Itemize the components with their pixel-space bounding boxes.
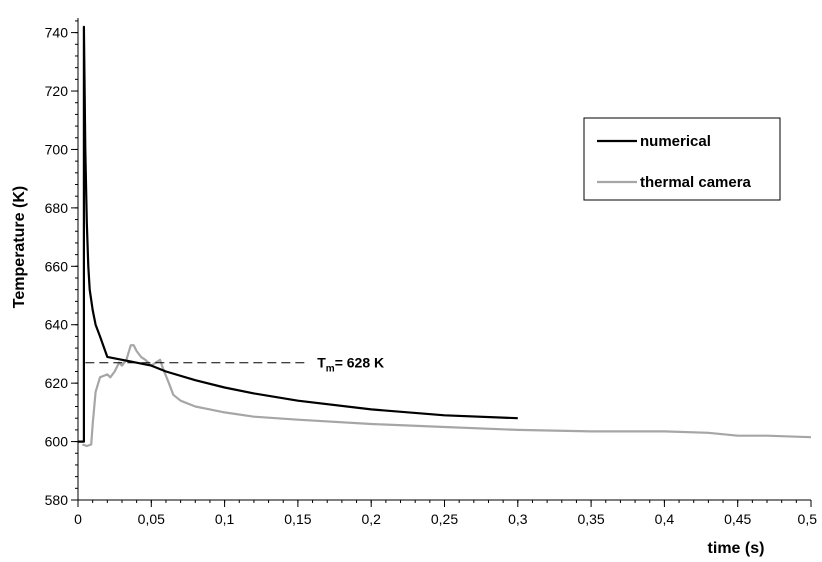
melting-temperature-symbol: T xyxy=(317,355,326,371)
series-line-thermal-camera xyxy=(82,344,812,448)
x-tick-label: 0,4 xyxy=(655,511,675,527)
y-tick-label: 640 xyxy=(45,317,69,333)
y-tick-label: 600 xyxy=(45,434,69,450)
y-tick-label: 720 xyxy=(45,83,69,99)
x-tick-label: 0,1 xyxy=(215,511,235,527)
y-axis-title: Temperature (K) xyxy=(11,186,28,308)
x-tick-label: 0,45 xyxy=(724,511,751,527)
x-tick-label: 0,2 xyxy=(361,511,381,527)
x-tick-label: 0,05 xyxy=(138,511,165,527)
x-tick-label: 0 xyxy=(74,511,82,527)
y-tick-label: 700 xyxy=(45,141,69,157)
legend: numerical thermal camera xyxy=(583,117,781,201)
legend-label-numerical: numerical xyxy=(640,133,711,150)
y-tick-label: 620 xyxy=(45,375,69,391)
y-axis-ticks xyxy=(71,32,78,501)
x-axis-ticks xyxy=(77,500,812,507)
x-tick-label: 0,15 xyxy=(284,511,311,527)
x-tick-label: 0,5 xyxy=(798,511,818,527)
x-axis-tick-labels: 0 0,05 0,1 0,15 0,2 0,25 0,3 0,35 0,4 0,45 0,5 xyxy=(74,511,817,527)
legend-box xyxy=(583,117,781,201)
x-axis-title: time (s) xyxy=(708,540,765,557)
y-tick-label: 660 xyxy=(45,258,69,274)
melting-temperature-subscript: m xyxy=(326,364,335,375)
y-axis-tick-labels: 580 600 620 640 660 680 700 720 740 xyxy=(45,25,69,508)
x-tick-label: 0,3 xyxy=(508,511,528,527)
x-tick-label: 0,35 xyxy=(577,511,604,527)
series-line-numerical xyxy=(78,25,518,443)
y-tick-label: 680 xyxy=(45,200,69,216)
melting-temperature-label: Tm= 628 K xyxy=(317,355,384,375)
x-tick-label: 0,25 xyxy=(431,511,458,527)
y-tick-label: 580 xyxy=(45,492,69,508)
y-tick-label: 740 xyxy=(45,25,69,41)
legend-label-thermal-camera: thermal camera xyxy=(640,174,752,191)
melting-temperature-value: = 628 K xyxy=(335,355,384,371)
